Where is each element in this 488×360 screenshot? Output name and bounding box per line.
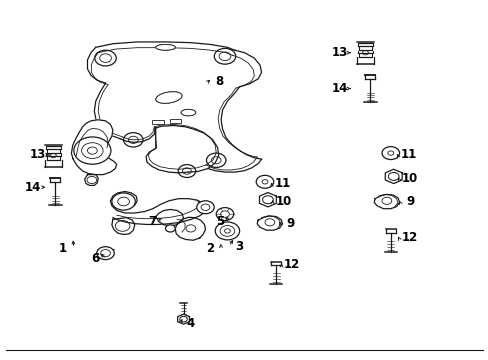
- Polygon shape: [259, 193, 276, 207]
- Text: 13: 13: [30, 148, 46, 161]
- Text: 12: 12: [400, 231, 417, 244]
- Text: 3: 3: [235, 240, 243, 253]
- Ellipse shape: [156, 92, 182, 103]
- Circle shape: [112, 193, 135, 210]
- Text: 5: 5: [216, 215, 224, 228]
- Polygon shape: [175, 217, 205, 240]
- Bar: [170, 119, 181, 123]
- Text: 10: 10: [400, 172, 417, 185]
- Text: 2: 2: [206, 242, 214, 255]
- Circle shape: [216, 208, 233, 221]
- Text: 12: 12: [284, 258, 300, 271]
- Text: 11: 11: [399, 148, 416, 161]
- Circle shape: [165, 225, 175, 232]
- Text: 9: 9: [286, 216, 294, 230]
- Text: 7: 7: [147, 215, 156, 228]
- Ellipse shape: [181, 109, 195, 116]
- Circle shape: [196, 201, 214, 214]
- Polygon shape: [112, 218, 135, 234]
- Text: 14: 14: [331, 82, 347, 95]
- Text: 13: 13: [331, 46, 347, 59]
- Polygon shape: [156, 210, 183, 226]
- Circle shape: [215, 222, 239, 240]
- Circle shape: [256, 175, 273, 188]
- Text: 9: 9: [406, 195, 413, 208]
- Bar: [152, 120, 163, 125]
- Text: 6: 6: [91, 252, 100, 265]
- Polygon shape: [385, 169, 401, 184]
- Text: 8: 8: [215, 75, 223, 88]
- Circle shape: [74, 137, 111, 164]
- Ellipse shape: [156, 44, 175, 50]
- Circle shape: [381, 147, 399, 159]
- Circle shape: [97, 247, 114, 260]
- Text: 10: 10: [275, 195, 291, 208]
- Polygon shape: [71, 120, 117, 175]
- Polygon shape: [177, 314, 189, 324]
- Polygon shape: [84, 175, 98, 185]
- Text: 4: 4: [186, 317, 195, 330]
- Text: 11: 11: [274, 177, 290, 190]
- Polygon shape: [373, 194, 399, 209]
- Text: 14: 14: [24, 181, 41, 194]
- Text: 1: 1: [59, 242, 67, 255]
- Polygon shape: [257, 216, 282, 230]
